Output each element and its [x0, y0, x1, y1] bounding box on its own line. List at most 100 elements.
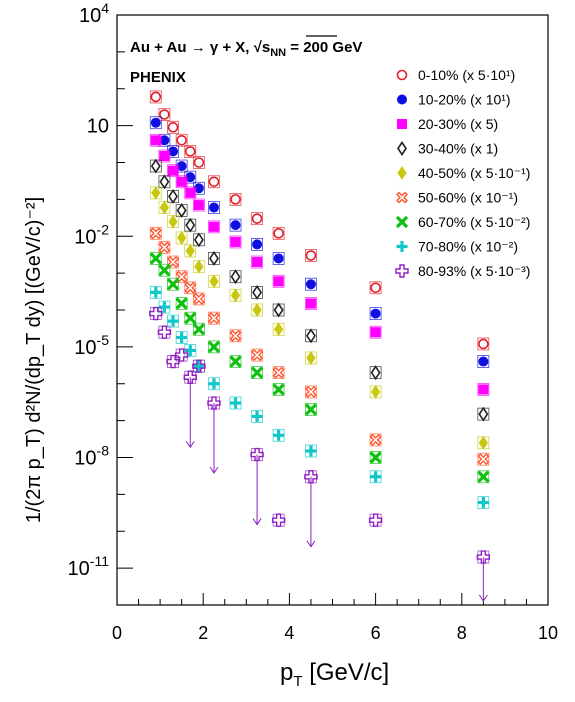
marker-shape — [274, 322, 284, 337]
legend-marker — [397, 141, 407, 156]
systematic-error-box — [369, 307, 382, 320]
data-point — [185, 217, 196, 233]
marker-shape — [396, 241, 408, 252]
experiment-label: PHENIX — [130, 69, 186, 86]
systematic-error-box — [369, 325, 382, 339]
legend-item: 60-70% (x 5·10⁻²) — [395, 214, 530, 230]
marker-shape — [230, 288, 241, 303]
marker-shape — [305, 445, 317, 457]
data-point — [159, 109, 170, 120]
x-axis-label-main: p — [280, 659, 293, 686]
systematic-error-box — [477, 383, 490, 396]
legend-marker — [396, 69, 408, 81]
marker-shape — [230, 236, 241, 247]
data-markers — [149, 90, 491, 602]
x-axis-label-unit: [GeV/c] — [303, 659, 390, 686]
data-point — [174, 348, 189, 362]
legend-marker — [397, 166, 407, 180]
data-point — [176, 331, 188, 343]
marker-shape — [150, 91, 162, 103]
systematic-error-box — [175, 297, 188, 310]
chart-title-main: Au + Au → γ + X, √s — [130, 39, 270, 56]
marker-shape — [166, 278, 180, 291]
data-point — [209, 251, 219, 266]
systematic-error-box — [167, 120, 179, 134]
systematic-error-box — [175, 270, 188, 284]
x-tick-label: 2 — [198, 623, 208, 643]
systematic-error-box — [167, 164, 179, 178]
chart-title: Au + Au → γ + X, √sNN = 200 GeV — [130, 39, 362, 59]
systematic-error-box — [272, 513, 285, 527]
y-tick-label: 10-5 — [74, 332, 109, 359]
upper-limit-arrow — [306, 540, 316, 548]
marker-shape — [252, 239, 263, 250]
marker-shape — [209, 274, 219, 289]
data-point — [273, 276, 284, 287]
legend-item: 70-80% (x 10⁻²) — [396, 239, 518, 255]
systematic-error-box — [192, 322, 205, 336]
series-3 — [149, 158, 490, 422]
data-point — [478, 406, 489, 422]
marker-shape — [477, 453, 490, 466]
marker-shape — [149, 227, 162, 240]
marker-shape — [159, 174, 170, 190]
marker-shape — [397, 119, 407, 129]
systematic-error-box — [305, 277, 317, 291]
systematic-error-box — [208, 175, 220, 189]
marker-shape — [478, 406, 489, 422]
systematic-error-box — [158, 240, 171, 254]
y-tick-label: 10-11 — [68, 553, 110, 580]
marker-shape — [168, 214, 178, 229]
systematic-error-box — [192, 198, 205, 212]
marker-shape — [395, 264, 409, 278]
data-point — [208, 378, 220, 390]
legend-label: 0-10% (x 5·10¹) — [418, 67, 515, 83]
marker-shape — [370, 365, 381, 381]
data-point — [194, 259, 204, 274]
marker-shape — [177, 231, 187, 245]
marker-shape — [192, 359, 206, 373]
systematic-error-box — [477, 470, 490, 484]
systematic-error-box — [229, 355, 242, 368]
legend-item: 0-10% (x 5·10¹) — [396, 67, 515, 83]
marker-shape — [184, 312, 197, 325]
marker-shape — [208, 202, 219, 213]
data-point — [168, 165, 179, 176]
x-axis-label: pT [GeV/c] — [280, 659, 389, 690]
series-1 — [149, 116, 490, 368]
data-point — [193, 200, 204, 211]
marker-shape — [159, 200, 170, 215]
systematic-error-box — [184, 311, 197, 325]
marker-shape — [230, 269, 241, 285]
data-point — [251, 410, 263, 422]
systematic-error-box — [208, 201, 220, 214]
systematic-error-box — [305, 403, 317, 416]
data-point — [176, 134, 187, 146]
data-point — [370, 365, 381, 381]
marker-shape — [478, 356, 489, 367]
marker-shape — [184, 146, 196, 157]
data-point — [306, 351, 316, 365]
marker-shape — [150, 286, 162, 298]
data-point — [370, 385, 381, 399]
data-point — [370, 282, 381, 294]
marker-shape — [397, 94, 407, 105]
data-point — [369, 451, 382, 464]
systematic-error-box — [184, 281, 197, 295]
y-axis-label: 1/(2π p_T) d²N/(dp_T dy) [(GeV/c)⁻²] — [23, 197, 45, 523]
x-tick-label: 10 — [538, 623, 558, 643]
marker-shape — [192, 292, 205, 305]
legend-item: 10-20% (x 10¹) — [397, 92, 511, 108]
marker-shape — [208, 176, 220, 188]
data-point — [166, 278, 180, 291]
data-point — [149, 306, 163, 321]
marker-shape — [176, 331, 188, 343]
legend-marker — [396, 241, 408, 252]
data-point — [158, 301, 170, 313]
data-point — [149, 227, 162, 240]
data-point — [273, 253, 284, 264]
data-point — [158, 241, 171, 254]
marker-shape — [159, 151, 170, 162]
marker-shape — [175, 297, 188, 310]
